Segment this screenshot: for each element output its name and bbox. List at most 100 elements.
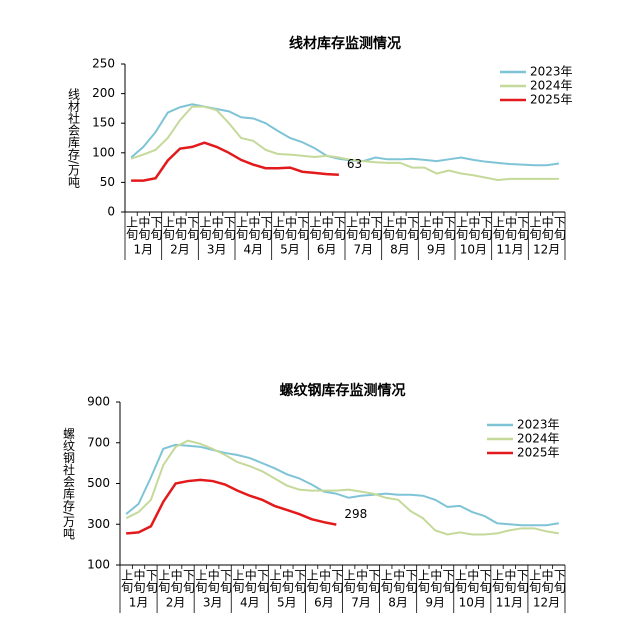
x-tick-label: 中旬 — [429, 568, 443, 593]
month-label: 5月 — [277, 596, 297, 610]
x-tick-label: 中旬 — [206, 568, 220, 593]
month-label: 10月 — [460, 243, 487, 257]
month-label: 7月 — [354, 243, 374, 257]
month-label: 2月 — [166, 596, 186, 610]
y-tick-label: 0 — [107, 205, 115, 219]
x-tick-label: 下旬 — [149, 216, 163, 240]
x-tick-label: 下旬 — [219, 569, 233, 593]
x-tick-label: 下旬 — [552, 569, 566, 593]
month-label: 10月 — [459, 596, 486, 610]
x-tick-label: 中旬 — [430, 215, 444, 240]
x-tick-label: 下旬 — [369, 216, 383, 240]
x-tick-label: 下旬 — [293, 569, 307, 593]
x-tick-label: 下旬 — [442, 216, 456, 240]
month-label: 5月 — [280, 243, 300, 257]
x-tick-label: 下旬 — [515, 569, 529, 593]
x-tick-label: 上旬 — [305, 569, 319, 593]
y-tick-label: 100 — [87, 558, 110, 572]
x-tick-label: 上旬 — [528, 569, 542, 593]
x-tick-label: 中旬 — [247, 215, 261, 240]
x-tick-label: 上旬 — [268, 569, 282, 593]
x-tick-label: 中旬 — [540, 215, 554, 240]
x-tick-label: 下旬 — [479, 216, 493, 240]
data-label: 63 — [347, 157, 362, 171]
y-tick-label: 100 — [92, 145, 115, 159]
x-tick-label: 下旬 — [478, 569, 492, 593]
x-tick-label: 中旬 — [466, 568, 480, 593]
x-tick-label: 中旬 — [243, 568, 257, 593]
x-tick-label: 上旬 — [455, 216, 469, 240]
x-tick-label: 中旬 — [210, 215, 224, 240]
y-axis-title: 线材社会库存/万吨 — [67, 88, 81, 188]
x-tick-label: 中旬 — [132, 568, 146, 593]
y-tick-label: 300 — [87, 517, 110, 531]
x-tick-label: 中旬 — [467, 215, 481, 240]
month-label: 1月 — [134, 243, 154, 257]
x-tick-label: 上旬 — [194, 569, 208, 593]
series-line — [125, 443, 559, 527]
x-tick-label: 中旬 — [317, 568, 331, 593]
x-tick-label: 下旬 — [259, 216, 273, 240]
month-label: 8月 — [388, 596, 408, 610]
x-tick-label: 中旬 — [320, 215, 334, 240]
x-tick-label: 下旬 — [296, 216, 310, 240]
x-tick-label: 上旬 — [381, 216, 395, 240]
x-tick-label: 上旬 — [235, 216, 249, 240]
x-tick-label: 上旬 — [120, 569, 134, 593]
x-tick-label: 下旬 — [332, 216, 346, 240]
month-label: 8月 — [390, 243, 410, 257]
x-tick-label: 下旬 — [404, 569, 418, 593]
y-axis-title: 螺纹钢社会库存/万吨 — [62, 427, 76, 539]
month-label: 11月 — [496, 596, 523, 610]
x-tick-label: 中旬 — [392, 568, 406, 593]
x-tick-label: 中旬 — [540, 568, 554, 593]
x-tick-label: 下旬 — [181, 569, 195, 593]
legend-label: 2023年 — [517, 418, 560, 432]
x-tick-label: 上旬 — [491, 569, 505, 593]
x-tick-label: 下旬 — [222, 216, 236, 240]
month-label: 4月 — [240, 596, 260, 610]
x-tick-label: 中旬 — [504, 215, 518, 240]
x-tick-label: 上旬 — [198, 216, 212, 240]
x-tick-label: 中旬 — [394, 215, 408, 240]
y-tick-label: 150 — [92, 116, 115, 130]
x-tick-label: 上旬 — [528, 216, 542, 240]
x-tick-label: 下旬 — [256, 569, 270, 593]
legend-label: 2023年 — [530, 65, 573, 79]
x-tick-label: 下旬 — [330, 569, 344, 593]
x-tick-label: 下旬 — [144, 569, 158, 593]
y-tick-label: 50 — [100, 175, 115, 189]
month-label: 2月 — [170, 243, 190, 257]
x-tick-label: 上旬 — [125, 216, 139, 240]
y-tick-label: 700 — [87, 435, 110, 449]
x-tick-label: 中旬 — [284, 215, 298, 240]
month-label: 3月 — [207, 243, 227, 257]
x-tick-label: 上旬 — [271, 216, 285, 240]
month-label: 6月 — [317, 243, 337, 257]
x-tick-label: 上旬 — [157, 569, 171, 593]
month-label: 11月 — [496, 243, 523, 257]
month-label: 12月 — [533, 596, 560, 610]
data-label: 298 — [344, 507, 367, 521]
series-line — [125, 439, 559, 536]
month-label: 12月 — [533, 243, 560, 257]
x-tick-label: 中旬 — [357, 215, 371, 240]
month-label: 6月 — [314, 596, 334, 610]
x-tick-label: 中旬 — [355, 568, 369, 593]
x-tick-label: 上旬 — [418, 216, 432, 240]
x-tick-label: 中旬 — [174, 215, 188, 240]
legend-label: 2024年 — [517, 432, 560, 446]
month-label: 3月 — [203, 596, 223, 610]
x-tick-label: 上旬 — [308, 216, 322, 240]
y-tick-label: 500 — [87, 476, 110, 490]
series-line — [130, 105, 559, 182]
y-tick-label: 250 — [92, 57, 115, 71]
month-label: 9月 — [425, 596, 445, 610]
x-tick-label: 下旬 — [441, 569, 455, 593]
legend-label: 2024年 — [530, 79, 573, 93]
legend-label: 2025年 — [530, 93, 573, 107]
x-tick-label: 中旬 — [137, 215, 151, 240]
month-label: 4月 — [244, 243, 264, 257]
